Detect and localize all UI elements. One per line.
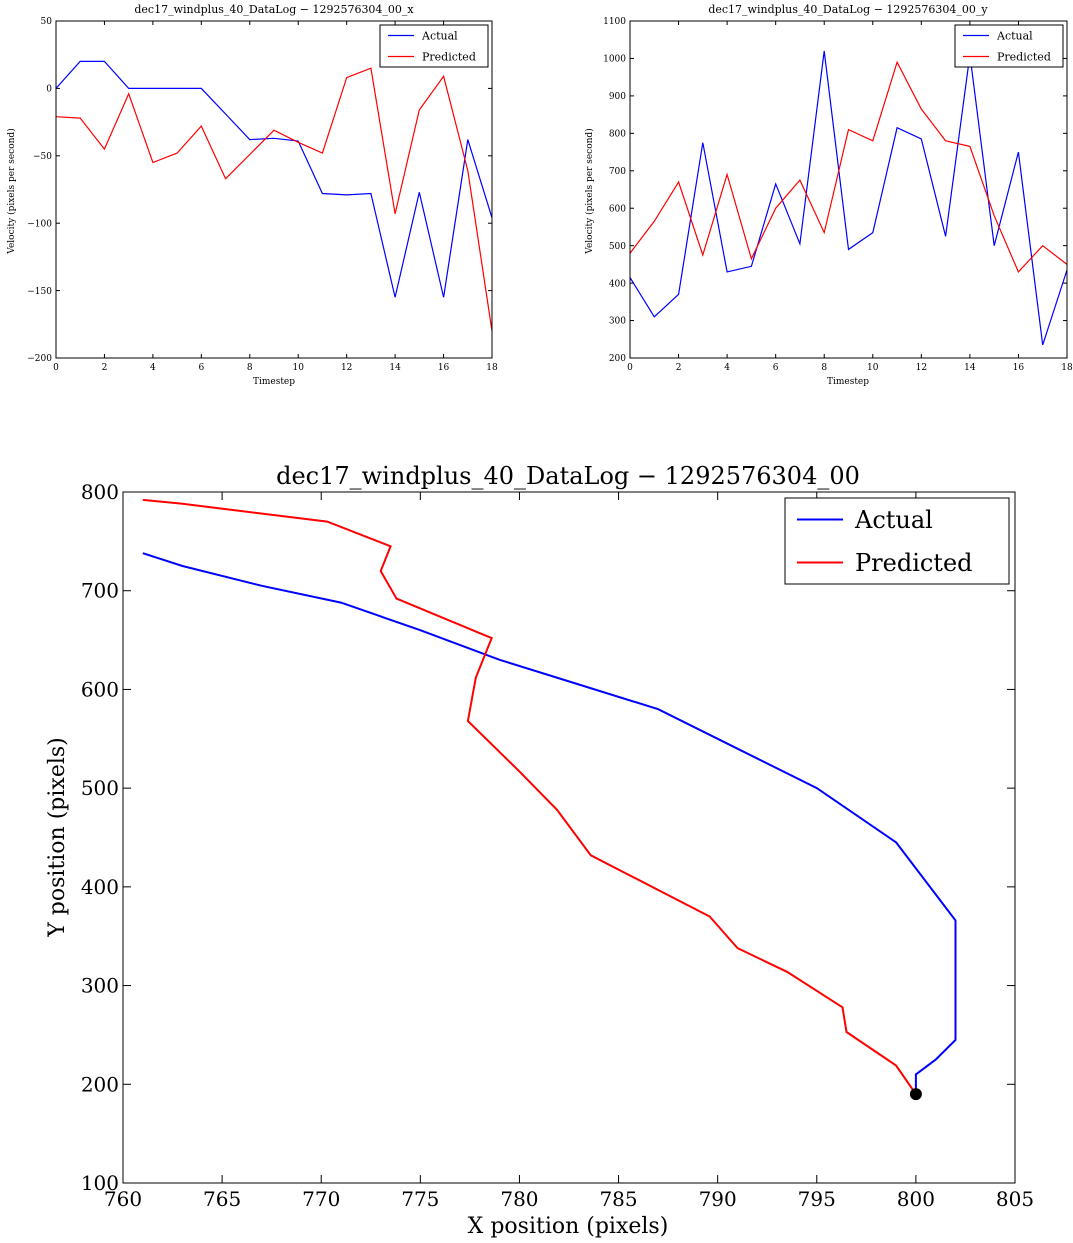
traj-plot-frame — [122, 491, 1016, 1184]
traj-ytick-label: 700 — [81, 579, 119, 603]
xvel-legend-label: Predicted — [422, 50, 476, 63]
chart-trajectory: dec17_windplus_40_DataLog − 1292576304_0… — [45, 462, 1034, 1239]
xvel-series-predicted-line — [55, 67, 493, 332]
traj-legend — [784, 497, 1010, 585]
yvel-ytick-label: 900 — [609, 92, 626, 102]
yvel-ytick-label: 200 — [609, 354, 626, 364]
traj-xtick-label: 775 — [401, 1187, 439, 1211]
chart-y-velocity-title: dec17_windplus_40_DataLog − 1292576304_0… — [708, 3, 988, 16]
xvel-xtick-label: 4 — [150, 363, 156, 373]
yvel-legend — [954, 24, 1064, 68]
xvel-ytick-label: −150 — [27, 287, 52, 297]
yvel-xtick-label: 6 — [773, 363, 779, 373]
chart-x-velocity-ylabel: Velocity (pixels per second) — [6, 128, 17, 254]
yvel-xtick-label: 8 — [821, 363, 827, 373]
traj-xtick-label: 785 — [599, 1187, 637, 1211]
traj-xtick-label: 770 — [302, 1187, 340, 1211]
yvel-series-predicted-line — [629, 60, 1068, 273]
xvel-ytick-label: 0 — [46, 85, 52, 95]
yvel-xtick-label: 16 — [1013, 363, 1025, 373]
yvel-ytick-label: 500 — [609, 242, 626, 252]
xvel-xtick-label: 10 — [292, 363, 304, 373]
yvel-ytick-label: 800 — [609, 129, 626, 139]
xvel-xtick-label: 6 — [198, 363, 204, 373]
traj-legend-label: Actual — [854, 506, 933, 534]
xvel-xtick-label: 14 — [389, 363, 401, 373]
chart-x-velocity: dec17_windplus_40_DataLog − 1292576304_0… — [6, 3, 498, 387]
yvel-ytick-label: 700 — [609, 167, 626, 177]
xvel-xtick-label: 2 — [102, 363, 108, 373]
traj-series-predicted-line — [142, 498, 917, 1095]
traj-start-marker — [909, 1088, 922, 1101]
chart-y-velocity: dec17_windplus_40_DataLog − 1292576304_0… — [584, 3, 1073, 387]
xvel-series-actual-line — [55, 60, 493, 298]
yvel-legend-label: Actual — [996, 29, 1033, 42]
xvel-xtick-label: 12 — [341, 363, 352, 373]
yvel-ytick-label: 1100 — [603, 17, 626, 27]
xvel-xtick-label: 16 — [438, 363, 450, 373]
yvel-xtick-label: 14 — [964, 363, 976, 373]
yvel-ytick-label: 600 — [609, 204, 626, 214]
chart-x-velocity-xlabel: Timestep — [253, 377, 295, 387]
xvel-xtick-label: 18 — [486, 363, 498, 373]
chart-y-velocity-ylabel: Velocity (pixels per second) — [584, 128, 595, 254]
chart-trajectory-title: dec17_windplus_40_DataLog − 1292576304_0… — [276, 462, 860, 490]
chart-trajectory-xlabel: X position (pixels) — [468, 1214, 669, 1239]
yvel-xtick-label: 2 — [676, 363, 682, 373]
xvel-ytick-label: −50 — [33, 152, 52, 162]
yvel-xtick-label: 12 — [916, 363, 927, 373]
xvel-ytick-label: −100 — [27, 219, 52, 229]
traj-ytick-label: 800 — [81, 480, 119, 504]
yvel-ytick-label: 1000 — [603, 55, 626, 65]
yvel-ytick-label: 300 — [609, 317, 626, 327]
yvel-series-actual-line — [629, 50, 1068, 346]
yvel-ytick-label: 400 — [609, 279, 626, 289]
traj-ytick-label: 400 — [81, 875, 119, 899]
yvel-xtick-label: 10 — [867, 363, 879, 373]
traj-ytick-label: 600 — [81, 677, 119, 701]
traj-xtick-label: 795 — [798, 1187, 836, 1211]
yvel-xtick-label: 18 — [1061, 363, 1073, 373]
traj-ytick-label: 300 — [81, 974, 119, 998]
traj-ytick-label: 200 — [81, 1072, 119, 1096]
traj-ytick-label: 100 — [81, 1171, 119, 1195]
xvel-ytick-label: 50 — [41, 17, 53, 27]
traj-xtick-label: 780 — [500, 1187, 538, 1211]
yvel-xtick-label: 0 — [627, 363, 633, 373]
traj-xtick-label: 760 — [104, 1187, 142, 1211]
traj-xtick-label: 805 — [996, 1187, 1034, 1211]
traj-xtick-label: 790 — [699, 1187, 737, 1211]
chart-x-velocity-title: dec17_windplus_40_DataLog − 1292576304_0… — [134, 3, 414, 16]
yvel-xtick-label: 4 — [724, 363, 730, 373]
chart-trajectory-ylabel: Y position (pixels) — [45, 737, 70, 938]
xvel-plot-frame — [55, 20, 493, 359]
traj-xtick-label: 800 — [897, 1187, 935, 1211]
chart-y-velocity-xlabel: Timestep — [827, 377, 869, 387]
xvel-legend — [379, 24, 489, 68]
traj-xtick-label: 765 — [203, 1187, 241, 1211]
traj-ytick-label: 500 — [81, 776, 119, 800]
xvel-legend-label: Actual — [421, 29, 458, 42]
traj-series-actual-line — [142, 552, 957, 1095]
traj-legend-label: Predicted — [855, 549, 973, 577]
yvel-legend-label: Predicted — [997, 50, 1051, 63]
yvel-plot-frame — [629, 20, 1068, 359]
xvel-ytick-label: −200 — [27, 354, 52, 364]
xvel-xtick-label: 0 — [53, 363, 59, 373]
xvel-xtick-label: 8 — [247, 363, 253, 373]
